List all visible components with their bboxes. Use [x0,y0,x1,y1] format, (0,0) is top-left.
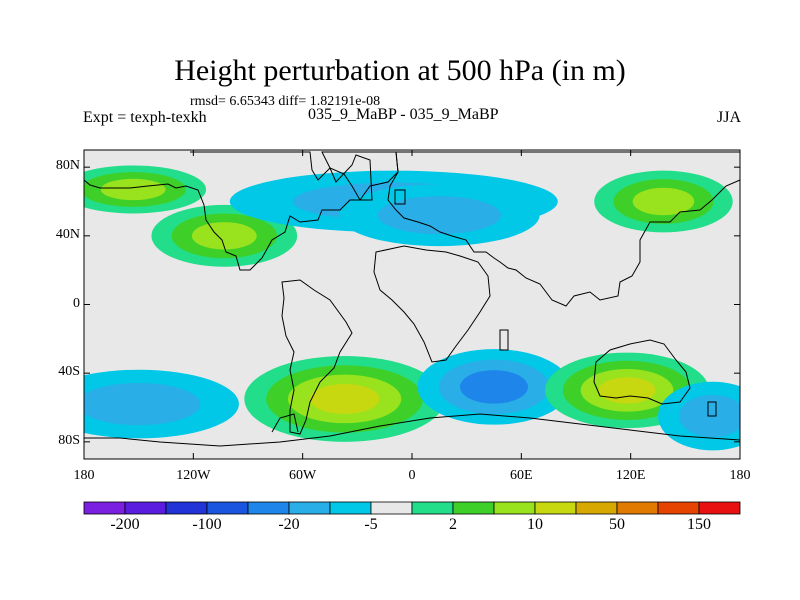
madagascar-outline [499,329,509,351]
x-tick-label: 60W [289,468,317,483]
antarctic-peninsula-outline [271,413,299,433]
experiment-label: Expt = texph-texkh [83,109,207,126]
y-tick-label: 0 [73,295,80,311]
siberia-positive-anomaly-level-3 [632,187,695,216]
statistics-line: rmsd= 6.65343 diff= 1.82191e-08 [190,94,381,109]
australia-positive-anomaly-level-4 [598,377,656,404]
colorbar-swatch [534,501,577,515]
colorbar-swatch [247,501,290,515]
x-tick-label: 120E [615,468,646,483]
south-pacific-negative-anomaly-level-2 [84,382,201,426]
south-america-outline [281,279,353,435]
colorbar-swatch [288,501,331,515]
colorbar-swatch [411,501,454,515]
colorbar-swatch [657,501,700,515]
colorbar-label: -20 [278,516,300,533]
y-tick-label: 80N [55,158,80,174]
colorbar-swatch [370,501,413,515]
colorbar-label: 150 [687,516,711,533]
y-tick-label: 40S [58,364,80,380]
colorbar-swatch [698,501,741,515]
eurasia-negative-anomaly-level-2 [377,196,502,235]
season-label: JJA [716,109,741,126]
north-pacific-positive-anomaly-level-3 [100,178,166,201]
indian-ocean-negative-anomaly-level-3 [459,370,529,404]
great-britain-outline [394,189,406,205]
north-america-positive-anomaly-level-3 [191,222,257,250]
colorbar-label: -100 [192,516,222,533]
colorbar-label: -200 [110,516,140,533]
north-america-outline [83,151,373,271]
x-tick-label: 0 [408,468,416,483]
x-tick-label: 180 [73,468,95,483]
antarctica-outline [84,413,741,447]
case-label: 035_9_MaBP - 035_9_MaBP [308,106,499,123]
colorbar-swatch [206,501,249,515]
colorbar-swatch [124,501,167,515]
new-zealand-outline [707,401,717,417]
colorbar-label: 10 [527,516,543,533]
colorbar-label: 50 [609,516,625,533]
south-atlantic-positive-anomaly-level-4 [309,383,380,414]
colorbar-swatch [165,501,208,515]
colorbar-swatch [493,501,536,515]
colorbar-swatch [452,501,495,515]
africa-outline [373,245,491,363]
colorbar-label: -5 [364,516,378,533]
y-tick-label: 80S [58,432,80,448]
colorbar-swatch [83,501,126,515]
plot-title: Height perturbation at 500 hPa (in m) [174,54,626,87]
eurasia-outline [387,151,741,307]
colorbar-swatch [575,501,618,515]
colorbar-label: 2 [449,516,457,533]
anomaly-fill-layer [84,150,740,459]
x-tick-label: 180 [729,468,751,483]
x-tick-label: 120W [176,468,211,483]
plot-frame [83,149,741,460]
colorbar-swatch [616,501,659,515]
australia-outline [593,339,691,405]
colorbar [83,501,741,515]
x-tick-label: 60E [510,468,533,483]
y-tick-label: 40N [55,226,80,242]
colorbar-swatch [329,501,372,515]
anomaly-features [84,165,740,451]
coastline-layer [83,151,741,447]
